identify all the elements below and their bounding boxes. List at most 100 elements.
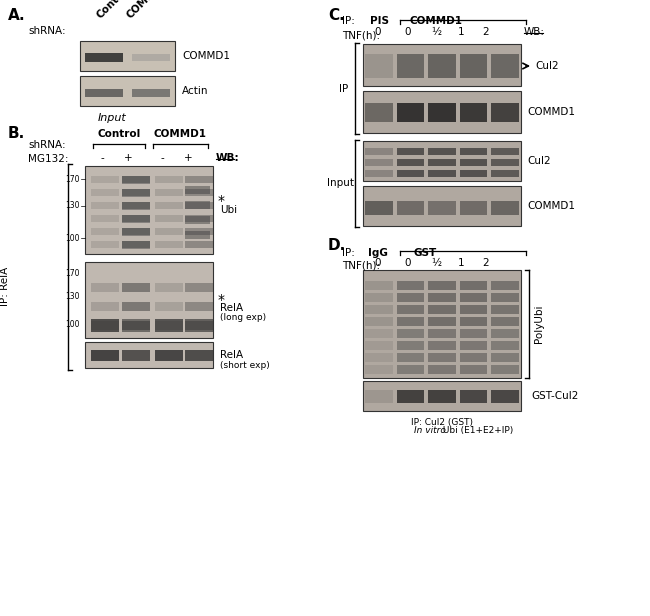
Text: Input: Input	[98, 113, 126, 123]
Bar	[122, 228, 150, 236]
Bar	[460, 148, 488, 155]
Bar	[155, 176, 183, 183]
Bar	[428, 170, 456, 177]
Text: C.: C.	[328, 8, 344, 23]
Bar	[365, 365, 393, 374]
Bar	[460, 293, 488, 302]
Bar	[428, 148, 456, 155]
Bar	[363, 141, 521, 181]
Bar	[491, 170, 519, 177]
Bar	[491, 305, 519, 314]
Bar	[396, 159, 424, 166]
Bar	[122, 350, 150, 361]
Bar	[396, 54, 424, 78]
Text: Control: Control	[95, 0, 133, 20]
Bar	[365, 170, 393, 177]
Text: IP:: IP:	[342, 248, 355, 258]
Text: 130: 130	[66, 201, 80, 210]
Text: +: +	[124, 153, 133, 163]
Bar	[365, 305, 393, 314]
Bar	[365, 390, 393, 403]
Bar	[491, 103, 519, 122]
Text: 1: 1	[458, 258, 464, 268]
Bar	[428, 281, 456, 290]
Text: 170: 170	[66, 175, 80, 184]
Bar	[122, 215, 150, 223]
Bar	[396, 329, 424, 338]
Text: COMMD1: COMMD1	[527, 201, 575, 211]
Bar	[491, 353, 519, 362]
Text: WB:: WB:	[524, 27, 545, 37]
Bar	[491, 341, 519, 350]
Bar	[460, 54, 488, 78]
Text: Cul2: Cul2	[535, 61, 558, 71]
Bar	[491, 148, 519, 155]
Text: 0: 0	[375, 27, 382, 37]
Text: PolyUbi: PolyUbi	[534, 305, 544, 343]
Text: D.: D.	[328, 238, 346, 253]
Bar	[91, 302, 119, 311]
Bar	[396, 201, 424, 215]
Bar	[85, 53, 123, 62]
Text: 170: 170	[66, 269, 80, 278]
Bar	[365, 159, 393, 166]
Text: COMMD1: COMMD1	[125, 0, 170, 20]
Bar	[155, 283, 183, 292]
Text: In vitro: In vitro	[414, 426, 446, 435]
Bar	[155, 302, 183, 311]
Text: RelA: RelA	[220, 350, 243, 360]
Text: IP:: IP:	[342, 16, 355, 26]
Text: -: -	[160, 153, 164, 163]
Text: 0: 0	[405, 258, 411, 268]
Bar	[365, 329, 393, 338]
Text: Actin: Actin	[182, 86, 209, 96]
Bar	[91, 321, 119, 330]
Bar	[428, 305, 456, 314]
Bar	[122, 202, 150, 210]
Bar	[428, 341, 456, 350]
Bar	[428, 353, 456, 362]
Bar	[85, 166, 213, 254]
Bar	[80, 76, 175, 106]
Bar	[396, 148, 424, 155]
Bar	[122, 241, 150, 249]
Text: shRNA:: shRNA:	[28, 140, 66, 150]
Bar	[428, 365, 456, 374]
Bar	[122, 228, 150, 235]
Bar	[396, 365, 424, 374]
Bar	[491, 159, 519, 166]
Bar	[122, 241, 150, 248]
Bar	[185, 216, 210, 224]
Bar	[185, 321, 213, 330]
Bar	[460, 201, 488, 215]
Bar	[365, 317, 393, 326]
Bar	[185, 319, 213, 332]
Bar	[460, 353, 488, 362]
Bar	[396, 293, 424, 302]
Bar	[155, 241, 183, 248]
Bar	[365, 54, 393, 78]
Bar	[155, 215, 183, 222]
Bar	[363, 270, 521, 378]
Bar	[365, 293, 393, 302]
Bar	[365, 201, 393, 215]
Bar	[155, 350, 183, 361]
Bar	[491, 329, 519, 338]
Text: IgG: IgG	[368, 248, 388, 258]
Bar	[396, 390, 424, 403]
Text: IP: RelA: IP: RelA	[0, 266, 10, 306]
Bar	[91, 176, 119, 183]
Bar	[365, 148, 393, 155]
Text: ½: ½	[431, 258, 441, 268]
Bar	[185, 215, 213, 222]
Bar	[155, 319, 183, 332]
Text: RelA: RelA	[220, 303, 243, 313]
Bar	[428, 54, 456, 78]
Bar	[122, 202, 150, 209]
Bar	[396, 103, 424, 122]
Bar	[460, 103, 488, 122]
Text: Cul2: Cul2	[527, 156, 551, 166]
Text: 2: 2	[483, 258, 489, 268]
Bar	[365, 281, 393, 290]
Text: A.: A.	[8, 8, 25, 23]
